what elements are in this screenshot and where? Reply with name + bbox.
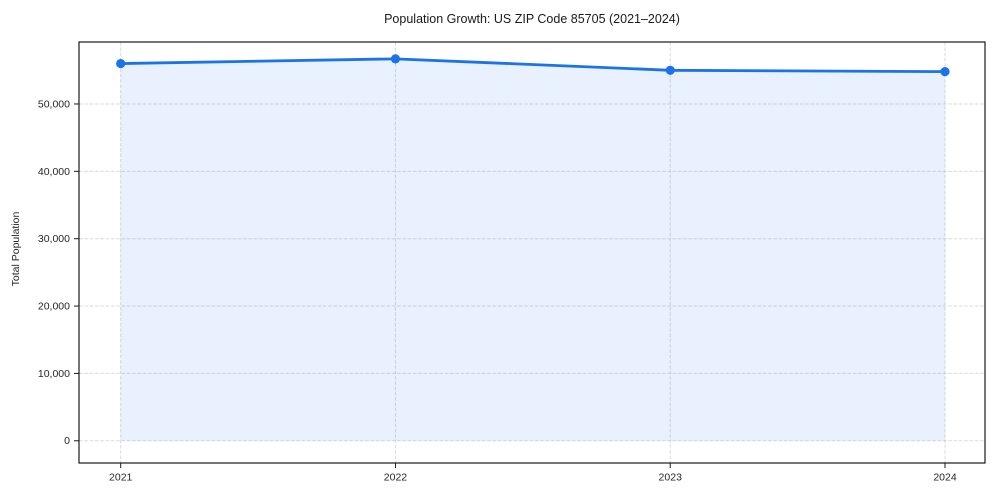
chart-title: Population Growth: US ZIP Code 85705 (20… <box>384 12 680 26</box>
y-tick-label: 10,000 <box>38 368 70 380</box>
data-point-marker <box>390 54 401 64</box>
x-tick-label: 2022 <box>384 472 408 484</box>
data-line <box>119 57 947 74</box>
x-tick-label: 2024 <box>933 472 957 484</box>
data-point-marker <box>665 65 675 75</box>
y-tick-label: 50,000 <box>38 98 70 110</box>
y-tick-label: 40,000 <box>38 166 70 178</box>
area-fill <box>120 58 945 441</box>
x-tick-label: 2023 <box>659 472 683 484</box>
data-point-marker <box>116 58 126 69</box>
data-point-marker <box>940 67 950 77</box>
plot-border <box>78 41 986 464</box>
y-tick-label: 20,000 <box>38 301 70 313</box>
y-tick-label: 0 <box>64 435 70 447</box>
y-tick-label: 30,000 <box>38 233 70 245</box>
x-tick-label: 2021 <box>109 472 133 484</box>
